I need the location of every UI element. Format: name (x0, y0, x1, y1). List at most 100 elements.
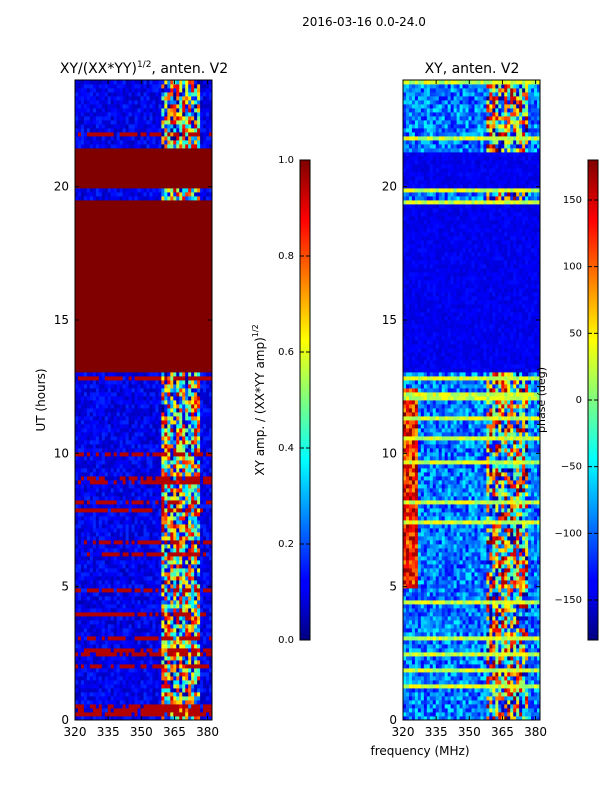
heatmap-cell (209, 676, 213, 681)
heatmap-cell (161, 300, 165, 305)
heatmap-cell (170, 508, 174, 513)
heatmap-cell (89, 400, 94, 405)
heatmap-cell (134, 596, 138, 601)
heatmap-cell (173, 696, 177, 701)
heatmap-cell (206, 444, 210, 449)
heatmap-cell (83, 548, 88, 553)
heatmap-cell (107, 496, 112, 501)
heatmap-cell (122, 592, 127, 597)
heatmap-cell (80, 644, 85, 649)
heatmap-cell (143, 444, 147, 449)
heatmap-cell (170, 564, 174, 569)
heatmap-cell (89, 512, 94, 517)
heatmap-cell (92, 340, 97, 345)
heatmap-cell (134, 712, 138, 717)
heatmap-cell (116, 312, 121, 317)
heatmap-cell (185, 416, 189, 421)
heatmap-cell (89, 544, 94, 549)
heatmap-cell (113, 696, 118, 701)
heatmap-cell (185, 452, 189, 457)
heatmap-cell (176, 376, 180, 381)
heatmap-cell (128, 300, 132, 305)
heatmap-cell (185, 364, 189, 369)
heatmap-cell (80, 396, 85, 401)
heatmap-cell (194, 524, 198, 529)
heatmap-cell (137, 508, 141, 513)
heatmap-cell (110, 516, 115, 521)
heatmap-cell (155, 564, 159, 569)
heatmap-cell (158, 628, 162, 633)
heatmap-cell (119, 704, 124, 709)
heatmap-cell (122, 484, 127, 489)
heatmap-cell (155, 324, 159, 329)
heatmap-cell (182, 596, 186, 601)
heatmap-cell (75, 424, 79, 429)
heatmap-cell (125, 536, 130, 541)
heatmap-cell (194, 692, 198, 697)
heatmap-cell (194, 360, 198, 365)
heatmap-cell (170, 304, 174, 309)
heatmap-cell (164, 404, 168, 409)
heatmap-cell (77, 284, 82, 289)
heatmap-cell (107, 668, 112, 673)
heatmap-cell (182, 568, 186, 573)
heatmap-cell (89, 384, 94, 389)
heatmap-cell (137, 496, 141, 501)
heatmap-cell (188, 340, 192, 345)
heatmap-cell (83, 640, 88, 645)
heatmap-cell (161, 472, 165, 477)
heatmap-cell (176, 672, 180, 677)
heatmap-cell (92, 628, 97, 633)
heatmap-cell (203, 316, 207, 321)
heatmap-cell (179, 556, 183, 561)
heatmap-cell (116, 704, 121, 709)
heatmap-cell (83, 356, 88, 361)
heatmap-cell (149, 452, 153, 457)
heatmap-cell (140, 596, 144, 601)
heatmap-cell (182, 340, 186, 345)
heatmap-cell (119, 364, 124, 369)
heatmap-cell (149, 476, 153, 481)
heatmap-cell (152, 332, 156, 337)
heatmap-cell (197, 652, 201, 657)
heatmap-cell (104, 448, 109, 453)
heatmap-cell (137, 384, 141, 389)
heatmap-cell (101, 656, 106, 661)
heatmap-cell (182, 600, 186, 605)
heatmap-cell (131, 608, 135, 613)
heatmap-cell (209, 480, 213, 485)
heatmap-cell (101, 432, 106, 437)
heatmap-cell (113, 424, 118, 429)
heatmap-cell (197, 288, 201, 293)
heatmap-cell (75, 468, 79, 473)
heatmap-cell (188, 288, 192, 293)
heatmap-cell (170, 532, 174, 537)
heatmap-cell (134, 592, 138, 597)
heatmap-cell (185, 576, 189, 581)
heatmap-cell (149, 288, 153, 293)
heatmap-cell (137, 300, 141, 305)
heatmap-cell (116, 296, 121, 301)
heatmap-cell (146, 636, 150, 641)
heatmap-cell (116, 592, 121, 597)
heatmap-cell (140, 688, 144, 693)
heatmap-cell (125, 448, 130, 453)
heatmap-cell (140, 620, 144, 625)
heatmap-cell (158, 704, 162, 709)
heatmap-cell (113, 488, 118, 493)
heatmap-cell (206, 564, 210, 569)
heatmap-cell (191, 400, 195, 405)
heatmap-cell (134, 360, 138, 365)
heatmap-cell (128, 608, 132, 613)
heatmap-cell (137, 476, 141, 481)
heatmap-cell (83, 616, 88, 621)
heatmap-cell (161, 480, 165, 485)
heatmap-cell (164, 616, 168, 621)
heatmap-cell (116, 304, 121, 309)
heatmap-cell (176, 308, 180, 313)
heatmap-cell (197, 432, 201, 437)
heatmap-cell (185, 532, 189, 537)
heatmap-cell (131, 528, 135, 533)
heatmap-cell (86, 284, 91, 289)
heatmap-cell (167, 312, 171, 317)
